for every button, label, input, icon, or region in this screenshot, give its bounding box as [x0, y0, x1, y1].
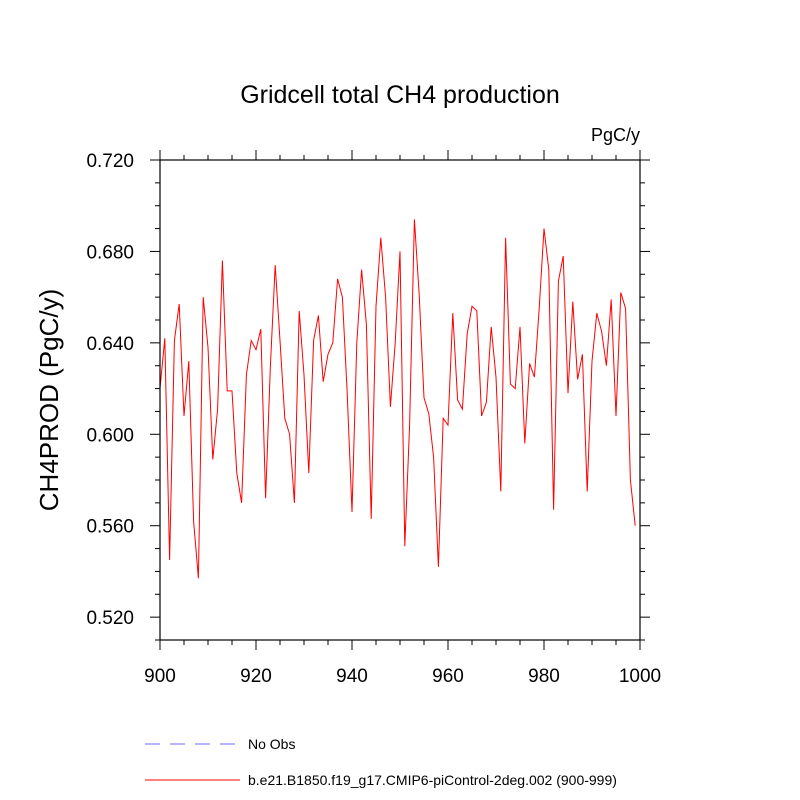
y-tick-label: 0.520 [86, 608, 134, 629]
y-tick-label: 0.600 [86, 425, 134, 446]
x-tick-label: 920 [240, 666, 272, 687]
x-tick-label: 960 [432, 666, 464, 687]
series-layer [159, 219, 636, 579]
legend-label-model-run: b.e21.B1850.f19_g17.CMIP6-piControl-2deg… [248, 772, 617, 788]
axis-tick-labels: 900 920 940 960 980 1000 0.520 0.560 0.600 0.640 0… [86, 151, 661, 687]
axis-ticks [150, 150, 650, 650]
x-tick-label: 940 [336, 666, 368, 687]
chart-title: Gridcell total CH4 production [240, 81, 560, 109]
legend-label-no-obs: No Obs [248, 736, 295, 752]
y-tick-label: 0.720 [86, 151, 134, 172]
x-tick-label: 1000 [619, 666, 661, 687]
y-axis-label: CH4PROD (PgC/y) [34, 289, 64, 511]
series-line-0 [159, 219, 636, 579]
y-tick-label: 0.560 [86, 517, 134, 538]
units-label: PgC/y [591, 125, 640, 145]
plot-frame [159, 159, 641, 641]
y-tick-label: 0.680 [86, 242, 134, 263]
legend: No Obs b.e21.B1850.f19_g17.CMIP6-piContr… [145, 736, 617, 788]
y-tick-label: 0.640 [86, 334, 134, 355]
x-tick-label: 900 [144, 666, 176, 687]
x-tick-label: 980 [528, 666, 560, 687]
